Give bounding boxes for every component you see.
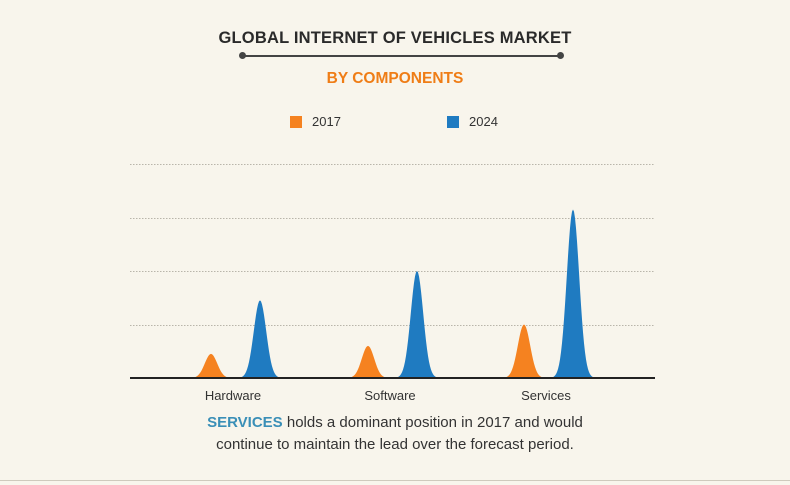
chart-title: GLOBAL INTERNET OF VEHICLES MARKET (218, 29, 572, 47)
peak-services-2017 (500, 324, 548, 378)
divider-left-dot (239, 52, 246, 59)
legend-label-2017: 2017 (312, 114, 341, 129)
legend-item-2017: 2017 (290, 114, 341, 129)
peak-software-2017 (344, 345, 392, 378)
peak-services-2024 (549, 209, 597, 378)
caption-line-2: continue to maintain the lead over the f… (216, 436, 574, 453)
divider-right-dot (557, 52, 564, 59)
category-label: Hardware (205, 388, 261, 403)
legend-item-2024: 2024 (447, 114, 498, 129)
caption-line-1: SERVICES holds a dominant position in 20… (0, 412, 790, 434)
bottom-border (0, 480, 790, 481)
peak-software-2024 (393, 271, 441, 378)
legend-swatch-2024 (447, 115, 459, 128)
caption-highlight: SERVICES (207, 414, 283, 431)
chart-subtitle: BY COMPONENTS (326, 70, 464, 87)
peak-hardware-2024 (236, 300, 284, 378)
legend-swatch-2017 (290, 115, 302, 128)
legend-label-2024: 2024 (469, 114, 498, 129)
title-divider (242, 55, 560, 57)
caption-line-1-text: holds a dominant position in 2017 and wo… (282, 414, 583, 431)
category-label: Services (521, 388, 571, 403)
peak-hardware-2017 (187, 353, 235, 378)
category-label: Software (364, 388, 415, 403)
caption: SERVICES holds a dominant position in 20… (0, 412, 790, 456)
